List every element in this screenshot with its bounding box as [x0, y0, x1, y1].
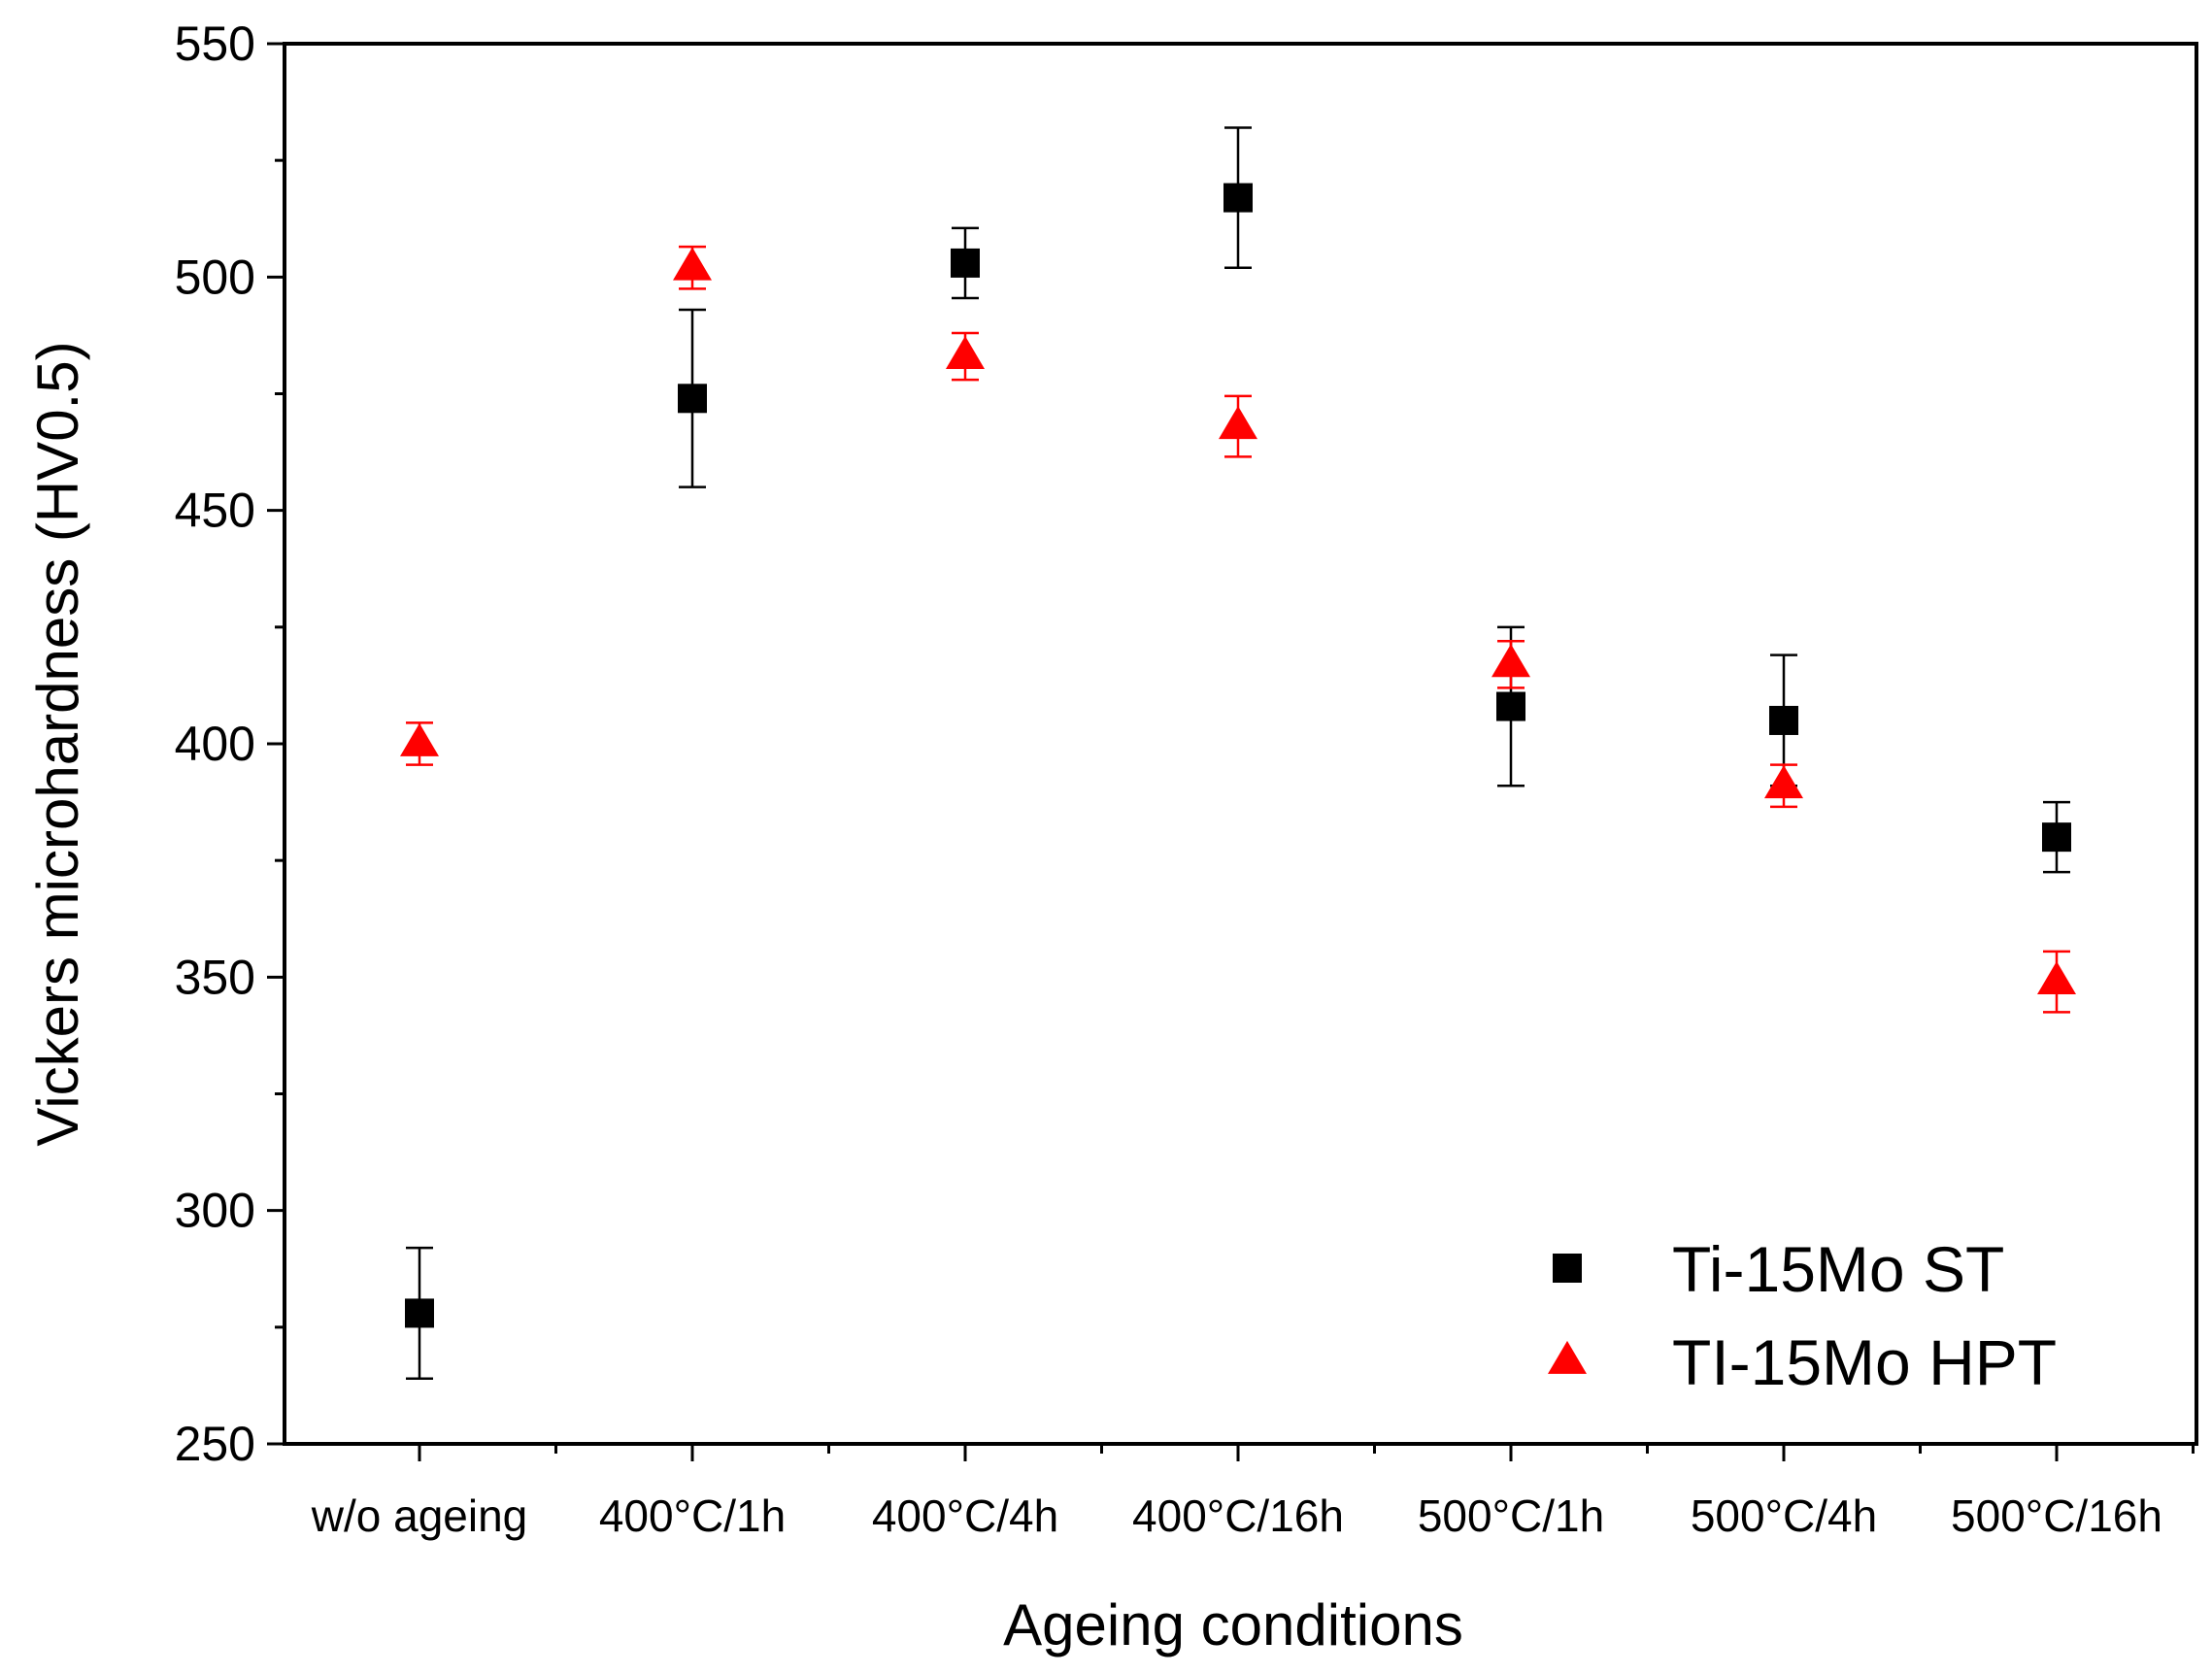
- data-point-square: [1769, 705, 1798, 735]
- x-tick-label: 400°C/4h: [872, 1490, 1058, 1541]
- data-point-triangle: [400, 722, 439, 756]
- data-point-square: [678, 384, 707, 414]
- x-tick-label: 500°C/4h: [1691, 1490, 1877, 1541]
- legend-label: Ti-15Mo ST: [1672, 1233, 2004, 1305]
- x-axis: w/o ageing 400°C/1h 400°C/4h 400°C/16h 500°C…: [311, 1444, 2195, 1541]
- y-tick-label: 300: [175, 1184, 255, 1238]
- data-point-square: [405, 1298, 434, 1328]
- x-tick-label: 400°C/16h: [1132, 1490, 1344, 1541]
- series-layer: [400, 126, 2076, 1380]
- data-point-square: [1223, 183, 1253, 213]
- y-tick-label: 550: [175, 17, 255, 71]
- legend: Ti-15Mo ST TI-15Mo HPT: [1548, 1233, 2057, 1398]
- y-tick-label: 450: [175, 484, 255, 538]
- x-tick-label: w/o ageing: [311, 1490, 528, 1541]
- legend-marker-square: [1553, 1254, 1582, 1283]
- data-point-triangle: [1764, 765, 1803, 799]
- y-tick-label: 400: [175, 717, 255, 771]
- y-axis-title: Vickers microhardness (HV0.5): [25, 341, 90, 1146]
- x-tick-label: 500°C/16h: [1951, 1490, 2162, 1541]
- y-tick-label: 250: [175, 1417, 255, 1471]
- data-point-square: [951, 248, 980, 278]
- x-tick-label: 400°C/1h: [599, 1490, 786, 1541]
- x-axis-title: Ageing conditions: [1003, 1592, 1463, 1657]
- data-point-square: [2042, 822, 2071, 853]
- series-hpt: [400, 245, 2076, 1014]
- legend-label: TI-15Mo HPT: [1672, 1326, 2057, 1398]
- x-tick-label: 500°C/1h: [1418, 1490, 1604, 1541]
- series-st: [405, 126, 2071, 1380]
- data-point-triangle: [1491, 644, 1530, 678]
- data-point-triangle: [1219, 406, 1257, 440]
- y-tick-label: 500: [175, 250, 255, 304]
- y-tick-label: 350: [175, 950, 255, 1004]
- y-axis: 250 300 350 400 450 500 550: [175, 17, 285, 1471]
- data-point-triangle: [673, 247, 712, 281]
- data-point-triangle: [946, 335, 985, 369]
- legend-marker-triangle: [1548, 1340, 1587, 1374]
- data-point-square: [1496, 691, 1525, 721]
- data-point-triangle: [2037, 961, 2076, 995]
